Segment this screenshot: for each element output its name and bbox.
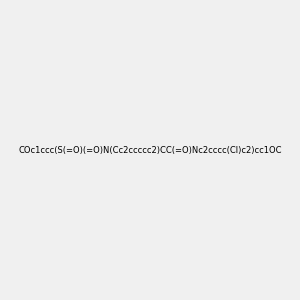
Text: COc1ccc(S(=O)(=O)N(Cc2ccccc2)CC(=O)Nc2cccc(Cl)c2)cc1OC: COc1ccc(S(=O)(=O)N(Cc2ccccc2)CC(=O)Nc2cc… — [18, 146, 282, 154]
